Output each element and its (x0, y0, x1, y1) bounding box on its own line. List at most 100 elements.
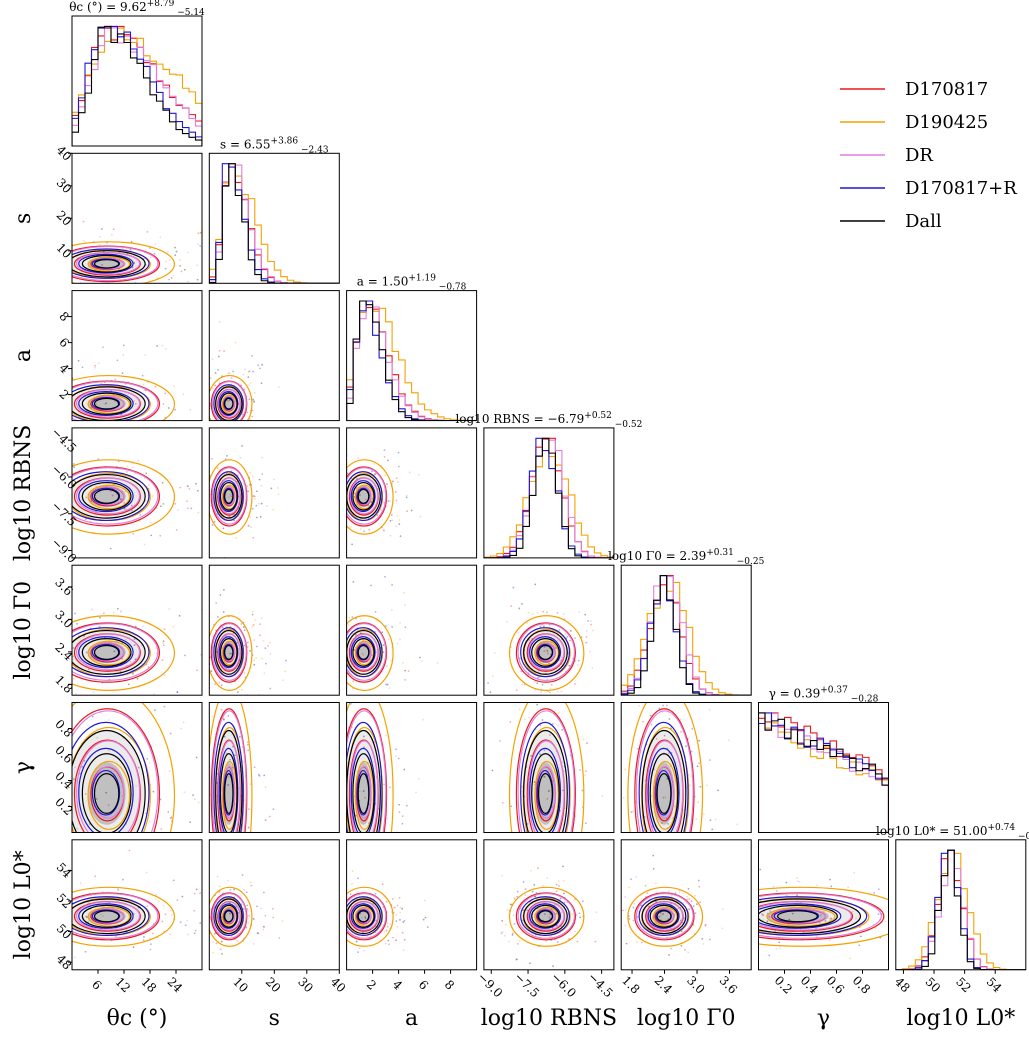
scatter-point (331, 516, 333, 518)
scatter-point (216, 615, 219, 618)
scatter-point (307, 493, 309, 495)
hist-series-3 (483, 437, 614, 558)
scatter-point (184, 405, 186, 407)
scatter-point (873, 891, 876, 894)
x-tick-label: 2 (364, 977, 379, 992)
scatter-point (269, 823, 271, 825)
scatter-point (179, 486, 182, 489)
scatter-point (343, 475, 345, 477)
scatter-point (640, 861, 642, 863)
scatter-point (652, 854, 655, 857)
scatter-point (141, 374, 144, 377)
contour-series-2 (635, 892, 694, 939)
hist-series-2 (758, 712, 889, 833)
scatter-point (536, 611, 539, 614)
scatter-point (231, 440, 233, 442)
x-tick-label: 12 (112, 975, 133, 996)
scatter-point (823, 910, 825, 913)
scatter-point (541, 683, 544, 686)
scatter-point (173, 425, 175, 427)
panel-frame (208, 427, 340, 559)
scatter-point (21, 397, 23, 399)
scatter-point (73, 778, 75, 780)
scatter-point (119, 670, 122, 673)
scatter-point (529, 842, 531, 844)
contour-series-4 (93, 644, 120, 660)
panel-frame (346, 290, 478, 422)
scatter-point (72, 647, 75, 649)
scatter-point (211, 946, 213, 948)
scatter-point (205, 445, 207, 447)
contour-series-4 (523, 729, 568, 833)
scatter-point (132, 864, 134, 866)
scatter-point (241, 841, 243, 843)
scatter-point (242, 373, 245, 376)
scatter-point (50, 368, 52, 370)
scatter-point (180, 270, 183, 273)
scatter-point (403, 919, 406, 922)
scatter-point (165, 260, 168, 263)
scatter-point (53, 482, 55, 484)
contour-series-1 (87, 394, 131, 414)
scatter-point (132, 672, 134, 675)
scatter-point (88, 378, 91, 381)
scatter-point (260, 616, 263, 619)
contour-series-1 (72, 385, 151, 421)
scatter-point (337, 515, 339, 517)
scatter-point (687, 951, 690, 954)
scatter-point (260, 502, 263, 505)
scatter-point (199, 366, 201, 368)
scatter-point (218, 885, 221, 888)
scatter-point (544, 874, 546, 876)
scatter-point (673, 805, 676, 808)
scatter-point (43, 246, 45, 248)
scatter-point (611, 857, 613, 859)
scatter-point (332, 463, 334, 465)
scatter-point (231, 874, 233, 876)
scatter-point (650, 884, 652, 886)
scatter-point (336, 477, 338, 479)
contour-series-3 (72, 384, 150, 421)
contour-series-1 (758, 886, 889, 947)
scatter-point (301, 653, 303, 655)
scatter-point (652, 679, 654, 681)
contour-series-3 (758, 896, 868, 936)
scatter-point (226, 431, 228, 433)
scatter-point (683, 917, 685, 920)
panel-frame (71, 839, 203, 971)
scatter-point (520, 670, 523, 673)
scatter-point (219, 425, 221, 427)
scatter-point (847, 886, 850, 888)
contour-panel-log_G-log_L: 1.8 2.4 3.0 3.6 (619, 839, 752, 997)
scatter-point (702, 813, 705, 816)
scatter-point (204, 926, 206, 928)
contour-series-4 (537, 910, 553, 923)
contour-series-4 (93, 773, 120, 814)
scatter-point (227, 776, 230, 778)
scatter-point (51, 286, 53, 288)
scatter-point (195, 888, 198, 891)
scatter-point (753, 945, 755, 947)
scatter-point (219, 429, 221, 431)
scatter-point (662, 704, 665, 707)
scatter-point (79, 882, 82, 884)
scatter-point (66, 851, 68, 853)
scatter-point (108, 749, 111, 752)
x-axis-label-theta_c: θc (°) (107, 1006, 168, 1031)
y-axis-label-gamma: γ (11, 761, 36, 774)
scatter-point (58, 525, 60, 527)
scatter-point (246, 842, 248, 844)
scatter-point (11, 423, 13, 425)
contour-series-3 (213, 721, 244, 833)
contour-series-2 (217, 633, 241, 671)
scatter-point (343, 630, 345, 632)
scatter-point (389, 519, 392, 522)
scatter-point (585, 636, 588, 638)
scatter-point (552, 845, 554, 847)
scatter-point (386, 683, 389, 686)
scatter-point (394, 490, 397, 493)
scatter-point (527, 696, 529, 698)
contour-series-2 (211, 623, 247, 681)
contour-series-4 (81, 392, 132, 415)
contour-series-2 (758, 892, 882, 939)
